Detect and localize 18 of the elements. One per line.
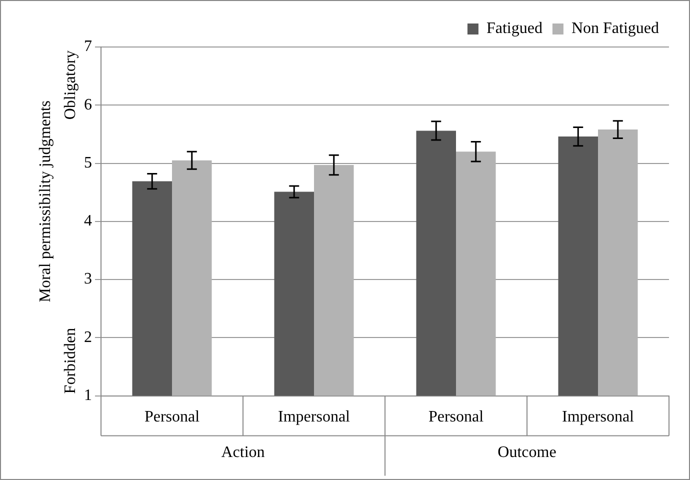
y-axis-title: Moral permissibility judgments xyxy=(37,100,54,302)
text: Forbidden xyxy=(62,328,80,394)
y-tick-label: 6 xyxy=(84,96,92,114)
y-tick-label: 2 xyxy=(84,328,92,346)
y-tick-label: 5 xyxy=(84,154,92,172)
text: Outcome xyxy=(498,444,556,462)
legend-label: Non Fatigued xyxy=(571,20,659,38)
text: Obligatory xyxy=(62,50,80,120)
x-tick-label: Impersonal xyxy=(562,408,635,426)
y-tick-label: 1 xyxy=(84,387,92,404)
y-tick-label: 4 xyxy=(84,212,92,230)
y-tick-label: 7 xyxy=(84,38,92,56)
text: Action xyxy=(221,444,265,462)
x-tick-label: Personal xyxy=(144,408,200,426)
y-tick-label: 3 xyxy=(84,270,92,288)
x-tick-label: Impersonal xyxy=(278,408,351,426)
legend-label: Fatigued xyxy=(486,20,542,38)
x-tick-label: Personal xyxy=(428,408,484,426)
